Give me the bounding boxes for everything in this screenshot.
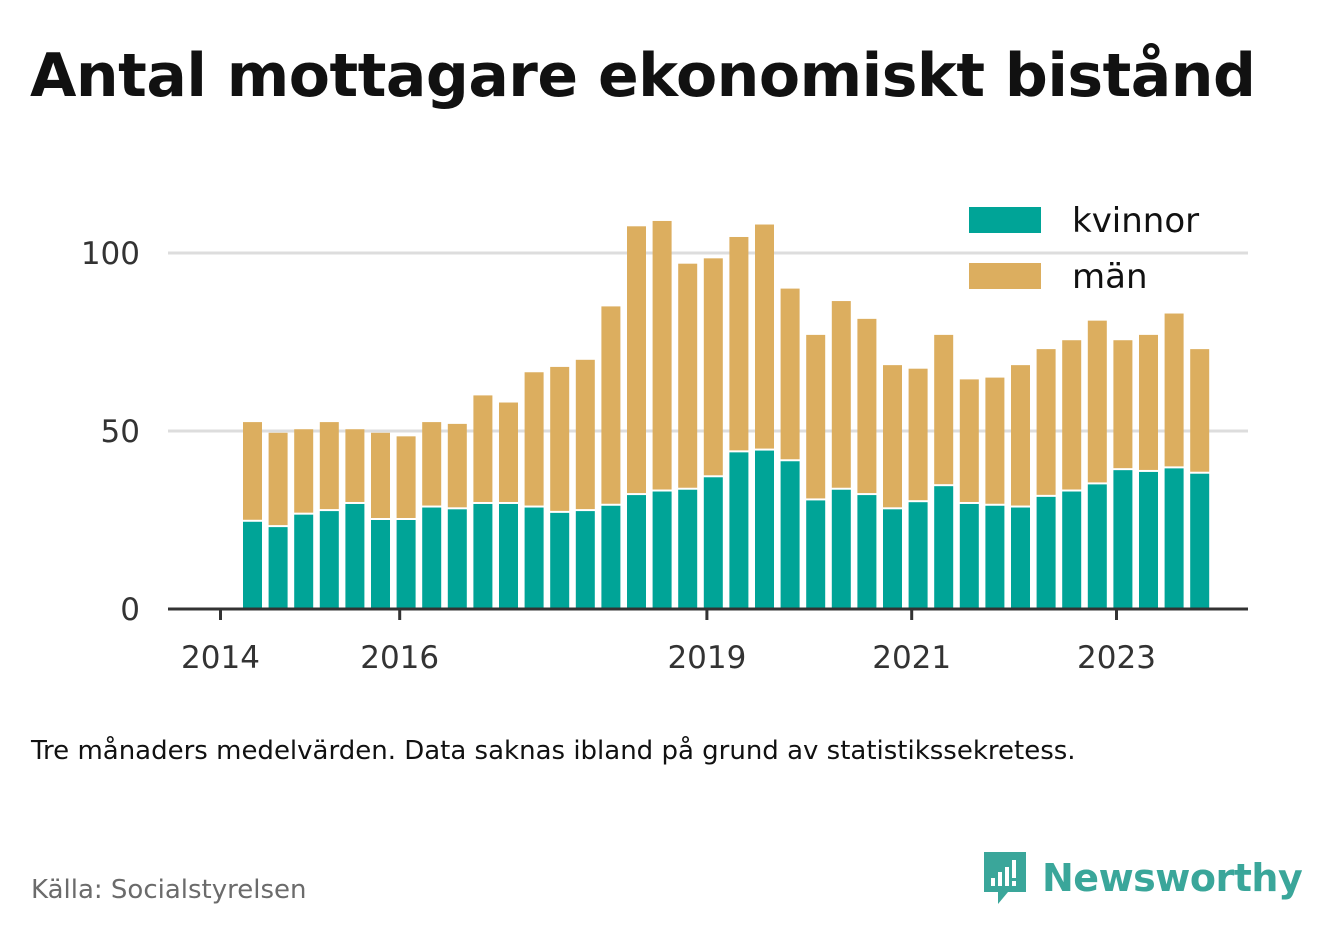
bar-man-2022Q3 [1087, 320, 1107, 483]
bar-kvinnor-2017Q3 [575, 511, 595, 609]
bar-kvinnor-2015Q3 [371, 520, 390, 609]
bar-kvinnor-2015Q4 [396, 520, 416, 609]
legend-label-man: män [1072, 257, 1148, 297]
newsworthy-brand: Newsworthy [980, 848, 1303, 908]
bar-man-2015Q3 [371, 432, 390, 518]
bar-man-2021Q3 [985, 377, 1005, 504]
bar-man-2021Q2 [959, 379, 979, 502]
bar-kvinnor-2017Q2 [550, 512, 570, 609]
bar-kvinnor-2020Q1 [831, 489, 851, 609]
bar-man-2023Q2 [1164, 313, 1184, 467]
chart-note: Tre månaders medelvärden. Data saknas ib… [31, 736, 1076, 766]
bar-man-2016Q4 [499, 402, 518, 502]
bar-kvinnor-2018Q2 [652, 491, 672, 609]
bar-kvinnor-2014Q4 [294, 514, 314, 609]
bar-man-2020Q4 [908, 368, 928, 501]
x-tick-label-2021: 2021 [872, 640, 951, 676]
bar-man-2016Q3 [473, 395, 493, 502]
x-tick-label-2019: 2019 [667, 640, 746, 676]
legend-swatch-man [969, 263, 1041, 289]
bar-man-2014Q2 [243, 422, 262, 520]
bar-kvinnor-2022Q1 [1036, 496, 1056, 609]
bar-man-2014Q3 [268, 432, 288, 526]
bar-man-2022Q2 [1062, 340, 1082, 490]
bar-man-2021Q4 [1011, 365, 1030, 506]
x-tick-label-2014: 2014 [181, 640, 260, 676]
bar-man-2022Q4 [1113, 340, 1133, 469]
brand-name: Newsworthy [1042, 856, 1303, 900]
bar-kvinnor-2016Q3 [473, 503, 493, 609]
bar-man-2022Q1 [1036, 349, 1056, 495]
legend: kvinnor män [969, 201, 1199, 297]
bar-man-2016Q1 [422, 422, 442, 506]
bar-kvinnor-2021Q3 [985, 505, 1005, 609]
bar-man-2019Q2 [755, 224, 774, 449]
bar-kvinnor-2020Q3 [883, 509, 902, 609]
bar-kvinnor-2019Q4 [806, 500, 826, 609]
bar-kvinnor-2014Q2 [243, 521, 262, 609]
bar-man-2020Q2 [857, 318, 877, 494]
bar-chart: 0 50 100 2014 2016 2019 2021 2023 kvinnor män [81, 201, 1248, 676]
axes: 0 50 100 2014 2016 2019 2021 2023 [81, 236, 1248, 676]
bar-kvinnor-2016Q1 [422, 507, 442, 609]
y-tick-label-50: 50 [101, 414, 140, 450]
bar-man-2020Q1 [831, 301, 851, 488]
bar-man-2015Q1 [319, 422, 339, 510]
bar-man-2015Q2 [345, 429, 365, 502]
bar-man-2018Q3 [678, 263, 698, 488]
bar-man-2018Q2 [652, 220, 672, 490]
bar-kvinnor-2022Q3 [1087, 484, 1107, 609]
bar-kvinnor-2021Q1 [934, 486, 954, 609]
bar-kvinnor-2021Q4 [1011, 507, 1030, 609]
legend-label-kvinnor: kvinnor [1072, 201, 1199, 241]
bar-kvinnor-2021Q2 [959, 503, 979, 609]
bar-kvinnor-2016Q4 [499, 503, 518, 609]
bar-kvinnor-2023Q2 [1164, 468, 1184, 609]
bar-kvinnor-2018Q1 [627, 495, 646, 609]
bar-man-2014Q4 [294, 429, 314, 513]
bar-man-2015Q4 [396, 436, 416, 518]
bar-kvinnor-2018Q4 [703, 477, 723, 609]
bar-man-2016Q2 [447, 423, 467, 508]
newsworthy-logo-icon [984, 852, 1026, 904]
bar-man-2018Q4 [703, 258, 723, 476]
bar-series [243, 220, 1210, 609]
bar-kvinnor-2023Q3 [1190, 473, 1210, 609]
bar-man-2017Q1 [524, 372, 544, 506]
bar-kvinnor-2023Q1 [1139, 471, 1158, 609]
y-tick-label-0: 0 [120, 592, 140, 628]
bar-man-2023Q1 [1139, 334, 1158, 470]
bar-man-2021Q1 [934, 334, 954, 485]
bar-kvinnor-2019Q3 [780, 461, 800, 609]
bar-man-2018Q1 [627, 226, 646, 494]
bar-kvinnor-2019Q1 [729, 452, 749, 609]
bar-man-2017Q4 [601, 306, 621, 504]
bar-kvinnor-2015Q2 [345, 503, 365, 609]
bar-kvinnor-2014Q3 [268, 527, 288, 609]
x-tick-label-2023: 2023 [1077, 640, 1156, 676]
bar-kvinnor-2020Q4 [908, 502, 928, 609]
bar-kvinnor-2019Q2 [755, 450, 774, 609]
bar-kvinnor-2018Q3 [678, 489, 698, 609]
bar-kvinnor-2017Q4 [601, 505, 621, 609]
x-tick-label-2016: 2016 [360, 640, 439, 676]
bar-kvinnor-2020Q2 [857, 495, 877, 609]
bar-man-2017Q3 [575, 359, 595, 510]
bar-man-2023Q3 [1190, 349, 1210, 472]
bar-kvinnor-2016Q2 [447, 509, 467, 609]
bar-man-2019Q4 [806, 334, 826, 499]
bar-man-2020Q3 [883, 365, 902, 508]
y-tick-label-100: 100 [81, 236, 140, 272]
bar-man-2019Q1 [729, 236, 749, 451]
bar-kvinnor-2022Q4 [1113, 470, 1133, 609]
bar-kvinnor-2022Q2 [1062, 491, 1082, 609]
bar-man-2019Q3 [780, 288, 800, 460]
chart-title: Antal mottagare ekonomiskt bistånd [30, 41, 1256, 111]
bar-man-2017Q2 [550, 366, 570, 511]
source-credit: Källa: Socialstyrelsen [31, 875, 307, 905]
legend-swatch-kvinnor [969, 207, 1041, 233]
bar-kvinnor-2017Q1 [524, 507, 544, 609]
bar-kvinnor-2015Q1 [319, 511, 339, 609]
